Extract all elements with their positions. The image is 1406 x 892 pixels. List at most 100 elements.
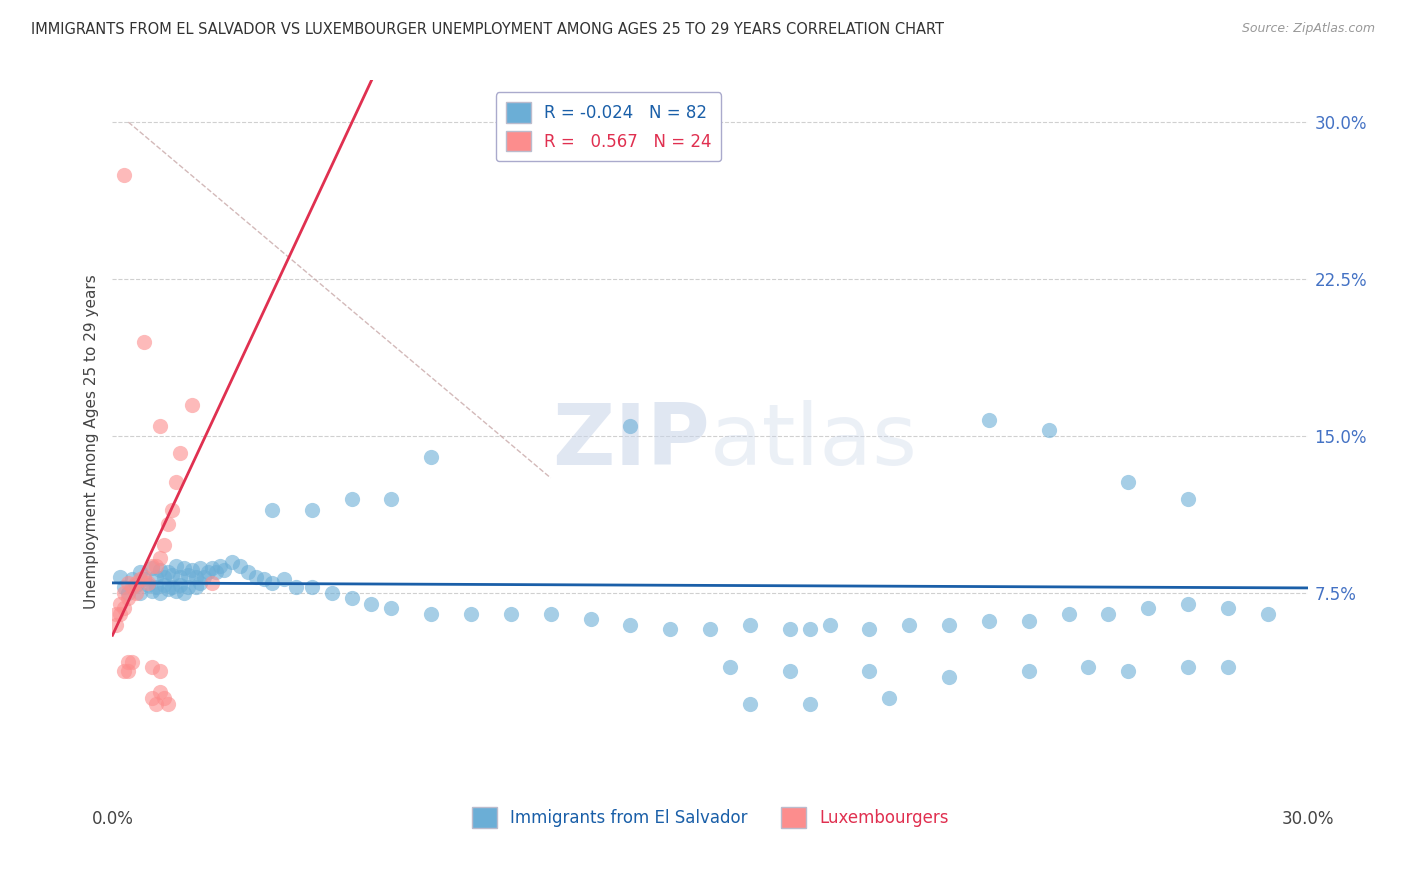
Point (879, 691, 901, 706)
Point (898, 617, 921, 632)
Point (141, 559, 163, 574)
Point (134, 334, 156, 349)
Point (129, 586, 152, 600)
Point (149, 418, 172, 433)
Point (1216, 659, 1239, 673)
Point (181, 398, 204, 412)
Point (938, 670, 960, 684)
Point (114, 601, 135, 615)
Point (162, 580, 183, 594)
Point (105, 607, 128, 622)
Point (938, 617, 960, 632)
Point (157, 582, 180, 597)
Point (197, 566, 219, 580)
Point (301, 502, 323, 516)
Text: IMMIGRANTS FROM EL SALVADOR VS LUXEMBOURGER UNEMPLOYMENT AMONG AGES 25 TO 29 YEA: IMMIGRANTS FROM EL SALVADOR VS LUXEMBOUR… (31, 22, 943, 37)
Point (141, 659, 163, 673)
Point (162, 502, 183, 516)
Point (138, 575, 160, 590)
Point (1018, 614, 1040, 628)
Point (125, 578, 148, 592)
Point (117, 664, 139, 678)
Point (173, 586, 195, 600)
Point (1177, 492, 1199, 507)
Point (1216, 601, 1239, 615)
Point (153, 578, 176, 592)
Point (153, 691, 176, 706)
Point (149, 586, 172, 600)
Point (245, 569, 267, 583)
Point (1137, 601, 1160, 615)
Point (201, 575, 224, 590)
Point (129, 572, 152, 586)
Point (193, 569, 215, 583)
Point (145, 569, 167, 583)
Point (165, 584, 187, 599)
Point (145, 698, 167, 712)
Point (1057, 607, 1080, 622)
Point (177, 567, 200, 582)
Point (169, 446, 191, 460)
Point (149, 664, 172, 678)
Point (157, 698, 180, 712)
Point (134, 572, 156, 586)
Point (114, 168, 135, 182)
Point (858, 664, 880, 678)
Point (619, 418, 641, 433)
Point (153, 538, 176, 552)
Point (129, 566, 152, 580)
Point (110, 569, 132, 583)
Point (149, 563, 172, 577)
Point (799, 622, 821, 636)
Y-axis label: Unemployment Among Ages 25 to 29 years: Unemployment Among Ages 25 to 29 years (83, 274, 98, 609)
Point (738, 617, 761, 632)
Text: Source: ZipAtlas.com: Source: ZipAtlas.com (1241, 22, 1375, 36)
Point (499, 607, 522, 622)
Point (169, 569, 191, 583)
Point (141, 561, 163, 575)
Point (165, 559, 187, 574)
Point (321, 586, 343, 600)
Point (186, 580, 208, 594)
Point (141, 691, 163, 706)
Point (117, 586, 139, 600)
Point (1177, 659, 1199, 673)
Point (121, 572, 143, 586)
Point (779, 622, 801, 636)
Point (173, 561, 195, 575)
Point (105, 617, 128, 632)
Point (114, 586, 135, 600)
Point (117, 656, 139, 670)
Text: ZIP: ZIP (553, 400, 710, 483)
Point (858, 622, 880, 636)
Point (209, 559, 232, 574)
Point (121, 580, 143, 594)
Point (157, 566, 180, 580)
Point (977, 614, 1000, 628)
Point (1018, 664, 1040, 678)
Point (134, 569, 156, 583)
Point (1177, 597, 1199, 611)
Point (177, 580, 200, 594)
Point (1118, 475, 1140, 490)
Point (1097, 607, 1119, 622)
Point (301, 580, 323, 594)
Point (260, 575, 283, 590)
Point (138, 578, 160, 592)
Point (114, 664, 135, 678)
Point (1118, 664, 1140, 678)
Point (229, 559, 252, 574)
Point (420, 607, 443, 622)
Point (420, 450, 443, 465)
Point (738, 698, 761, 712)
Point (157, 517, 180, 532)
Point (186, 569, 208, 583)
Legend: Immigrants from El Salvador, Luxembourgers: Immigrants from El Salvador, Luxembourge… (465, 800, 955, 834)
Point (340, 591, 363, 605)
Point (273, 572, 295, 586)
Point (149, 550, 172, 565)
Point (380, 492, 402, 507)
Point (188, 561, 211, 575)
Point (619, 617, 641, 632)
Point (818, 617, 841, 632)
